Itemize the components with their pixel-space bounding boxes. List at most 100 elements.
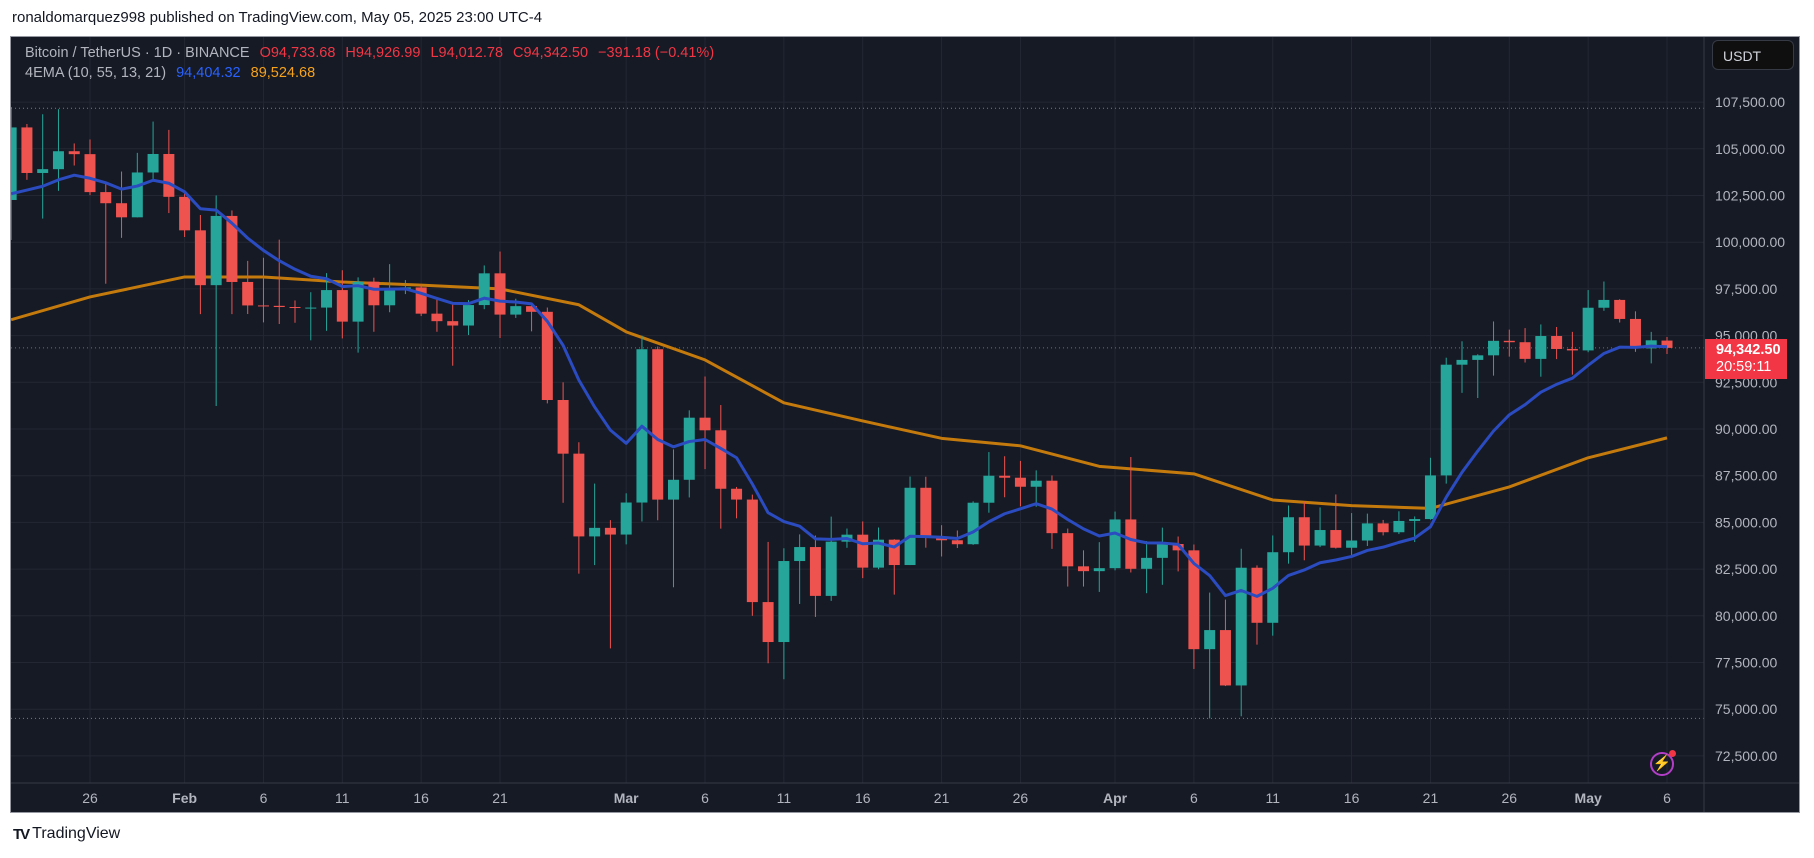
candle	[557, 382, 569, 503]
candle-body	[794, 547, 806, 562]
candle-body	[21, 127, 33, 173]
candle-body	[1503, 340, 1515, 343]
candle-body	[920, 487, 932, 538]
indicator-label[interactable]: 4EMA (10, 55, 13, 21)	[25, 65, 167, 81]
candle	[1551, 327, 1563, 360]
time-tick-label: Apr	[1103, 790, 1128, 806]
candle-body	[573, 453, 585, 537]
symbol-label[interactable]: Bitcoin / TetherUS · 1D · BINANCE	[25, 45, 250, 61]
candle-body	[1535, 336, 1547, 359]
candle	[1172, 536, 1184, 572]
candle-body	[52, 151, 64, 170]
candle	[431, 297, 443, 332]
ohlc-legend: Bitcoin / TetherUS · 1D · BINANCE O94,73…	[25, 45, 720, 61]
candle-body	[1409, 519, 1421, 521]
chart-frame[interactable]: 107,500.00 105,000.00 102,500.00 100,000.00…	[10, 36, 1800, 813]
candle	[620, 493, 632, 545]
brand-name: TradingView	[32, 825, 121, 842]
candle-body	[1014, 477, 1026, 487]
tradingview-logo[interactable]: TV TradingView	[13, 825, 120, 843]
time-tick-label: 6	[1663, 790, 1671, 806]
ema-slow-layer	[11, 275, 1668, 510]
candle	[1030, 470, 1042, 507]
candle	[1204, 592, 1216, 719]
candle	[1046, 475, 1058, 549]
candle-body	[715, 430, 727, 489]
candle-body	[478, 273, 490, 306]
candle	[1488, 321, 1500, 376]
price-tick-label: 100,000.00	[1715, 234, 1785, 250]
candle	[336, 270, 348, 339]
candle	[321, 273, 333, 331]
candle	[1330, 494, 1342, 549]
candle-body	[510, 306, 522, 315]
candle-body	[11, 127, 17, 200]
candle-body	[541, 311, 553, 401]
time-tick-label: 11	[1265, 790, 1280, 806]
candle	[116, 171, 128, 238]
candle	[352, 277, 364, 353]
candle-body	[305, 307, 317, 309]
publisher-caption: ronaldomarquez998 published on TradingVi…	[12, 9, 543, 26]
candle-body	[321, 290, 333, 308]
candle	[1582, 290, 1594, 353]
candle-body	[289, 307, 301, 309]
price-tick-label: 97,500.00	[1715, 281, 1777, 297]
candle-body	[1566, 348, 1578, 351]
candle-body	[257, 305, 269, 307]
candle-body	[936, 537, 948, 541]
candle	[1614, 299, 1626, 323]
candle-body	[179, 196, 191, 231]
candle	[21, 124, 33, 180]
candle-body	[84, 154, 96, 193]
price-tick-label: 90,000.00	[1715, 421, 1777, 437]
candle-body	[762, 602, 774, 643]
candle	[305, 292, 317, 341]
candle	[478, 265, 490, 310]
candle-body	[336, 290, 348, 322]
candle-body	[1598, 299, 1610, 308]
price-chart[interactable]: 107,500.00 105,000.00 102,500.00 100,000.00…	[11, 37, 1800, 813]
ema-fast-layer	[11, 173, 1668, 598]
candle	[1141, 541, 1153, 594]
time-tick-label: 11	[335, 790, 350, 806]
candle	[699, 376, 711, 470]
candle-body	[1456, 359, 1468, 365]
candle	[999, 456, 1011, 498]
candle	[604, 520, 616, 649]
candle-body	[1424, 475, 1436, 520]
ema-fast-value: 94,404.32	[176, 65, 241, 81]
candle	[1109, 511, 1121, 571]
candle-body	[163, 153, 175, 197]
candle-body	[699, 417, 711, 431]
candle-body	[1629, 318, 1641, 349]
candle-body	[1551, 336, 1563, 349]
candle	[415, 284, 427, 317]
candle	[1093, 542, 1105, 592]
currency-unit-button[interactable]: USDT	[1712, 40, 1794, 70]
candle-body	[131, 172, 143, 218]
candle	[68, 143, 80, 166]
change-value: −391.18 (−0.41%)	[598, 45, 715, 61]
ema-slow-value: 89,524.68	[250, 65, 316, 81]
candle	[731, 486, 743, 519]
candle	[273, 239, 285, 325]
candle	[1219, 599, 1231, 687]
price-tick-label: 82,500.00	[1715, 561, 1777, 577]
candle	[194, 215, 206, 315]
candle	[1629, 311, 1641, 352]
candle	[494, 251, 506, 339]
candle	[1503, 329, 1515, 357]
lightning-alert-icon[interactable]: ⚡	[1650, 750, 1676, 776]
candle-body	[1062, 533, 1074, 567]
candle	[857, 521, 869, 579]
candle-body	[1172, 543, 1184, 551]
candle-body	[1472, 355, 1484, 360]
candle	[1298, 501, 1310, 561]
candle	[147, 121, 159, 181]
candle	[1456, 341, 1468, 393]
candle-body	[652, 349, 664, 500]
price-tick-label: 77,500.00	[1715, 655, 1777, 671]
candle-body	[1156, 543, 1168, 558]
candle-body	[1440, 364, 1452, 476]
